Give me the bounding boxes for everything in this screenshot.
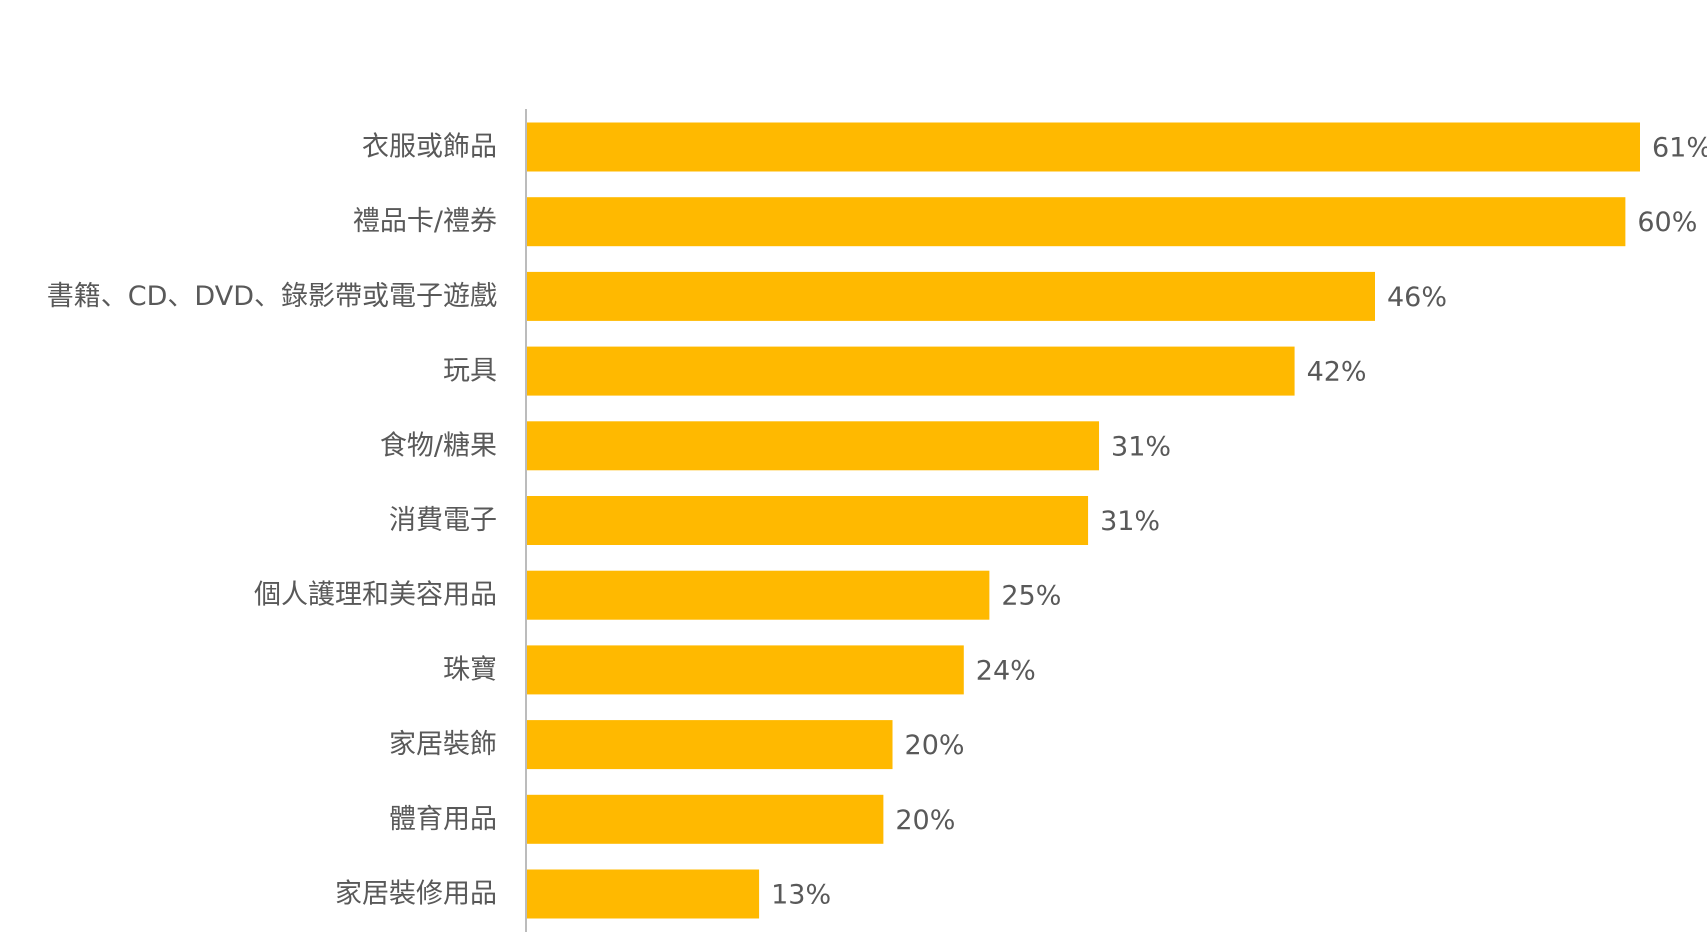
bar <box>527 197 1626 247</box>
category-label: 家居裝飾 <box>389 729 497 760</box>
bar <box>527 794 884 844</box>
category-label: 體育用品 <box>389 804 497 835</box>
value-label: 24% <box>976 655 1036 686</box>
value-label: 13% <box>771 880 831 911</box>
bar <box>527 645 964 695</box>
category-label: 食物/糖果 <box>380 430 497 461</box>
value-label: 20% <box>905 730 965 761</box>
bar <box>527 346 1295 396</box>
value-label: 42% <box>1307 357 1367 388</box>
category-label: 消費電子 <box>389 505 497 536</box>
value-label: 60% <box>1637 207 1697 238</box>
bar <box>527 720 893 770</box>
value-label: 20% <box>895 805 955 836</box>
category-label: 禮品卡/禮券 <box>353 206 497 237</box>
category-label: 個人護理和美容用品 <box>254 580 497 611</box>
value-label: 31% <box>1111 431 1171 462</box>
category-label: 書籍、CD、DVD、錄影帶或電子遊戲 <box>47 281 497 312</box>
category-label: 衣服或飾品 <box>362 132 497 163</box>
bar <box>527 122 1640 172</box>
bar <box>527 869 760 919</box>
bar <box>527 496 1089 545</box>
category-label: 家居裝修用品 <box>335 879 497 910</box>
bar <box>527 570 990 620</box>
value-label: 25% <box>1001 581 1061 612</box>
value-label: 31% <box>1100 506 1160 537</box>
value-label: 46% <box>1387 282 1447 313</box>
category-label: 珠寶 <box>443 654 497 685</box>
bar <box>527 421 1100 471</box>
bar <box>527 271 1375 321</box>
value-label: 61% <box>1652 133 1707 164</box>
category-label: 玩具 <box>443 356 497 387</box>
